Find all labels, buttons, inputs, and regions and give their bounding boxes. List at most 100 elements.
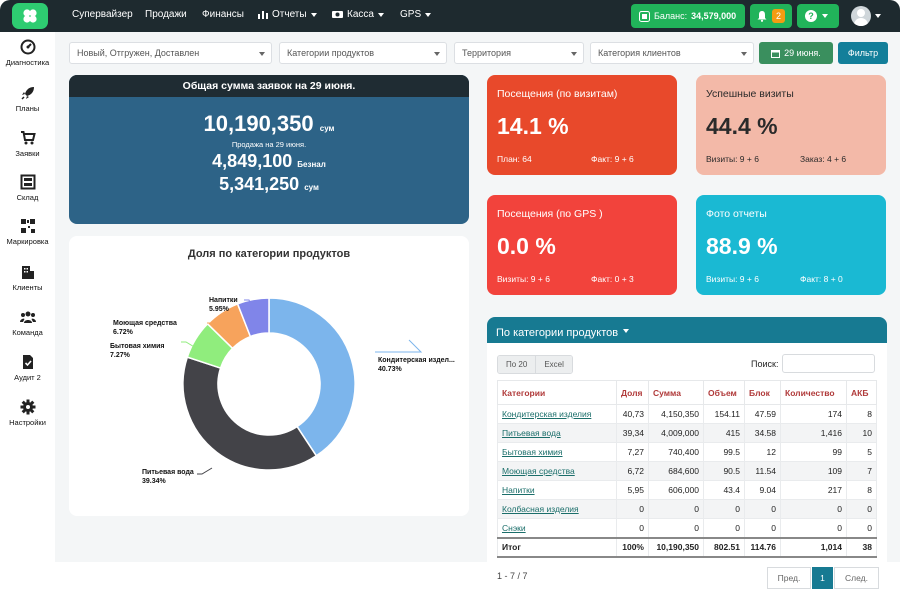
- nav-sales[interactable]: Продажи: [145, 9, 187, 20]
- table-cell: 0: [703, 518, 745, 538]
- total-orders-card: Общая сумма заявок на 29 июня. 10,190,35…: [69, 75, 469, 224]
- donut-slice[interactable]: [236, 297, 270, 338]
- category-link[interactable]: Кондитерская изделия: [497, 404, 617, 424]
- table-row: Снэки 0 0 0 0 0 0: [497, 518, 877, 538]
- status-filter-select[interactable]: Новый, Отгружен, Доставлен: [69, 42, 272, 64]
- kpi-title: Успешные визиты: [706, 88, 794, 100]
- slice-label-confectionery: Кондитерская издел... 40.73%: [378, 357, 455, 373]
- rocket-icon: [20, 87, 34, 100]
- avatar[interactable]: [851, 6, 871, 26]
- sidebar-item-clients[interactable]: Клиенты: [0, 264, 55, 292]
- calendar-icon: [771, 49, 781, 58]
- cash-amount: 5,341,250: [219, 174, 300, 194]
- table-cell: 1,416: [780, 423, 847, 443]
- table-cell: 740,400: [648, 442, 704, 462]
- column-header[interactable]: Блок: [744, 380, 781, 405]
- category-link[interactable]: Колбасная изделия: [497, 499, 617, 519]
- wallet-icon: [639, 10, 650, 22]
- page-1-button[interactable]: 1: [812, 567, 833, 589]
- table-cell: 39,34: [616, 423, 649, 443]
- table-cell: 0: [846, 499, 877, 519]
- column-header[interactable]: Сумма: [648, 380, 704, 405]
- product-category-filter-select[interactable]: Категории продуктов: [279, 42, 447, 64]
- table-cell: 0: [780, 499, 847, 519]
- sidebar-item-marking[interactable]: Маркировка: [0, 218, 55, 246]
- column-header[interactable]: Количество: [780, 380, 847, 405]
- sidebar-item-team[interactable]: Команда: [0, 309, 55, 337]
- category-share-card: Доля по категории продуктов Кондитерская…: [69, 236, 469, 516]
- balance-button[interactable]: Баланс: 34,579,000: [631, 4, 745, 28]
- table-cell: 10: [846, 423, 877, 443]
- column-header[interactable]: Объем: [703, 380, 745, 405]
- table-cell: 0: [846, 518, 877, 538]
- leader-line-chemicals: [181, 341, 197, 349]
- sidebar-item-diagnostics[interactable]: Диагностика: [0, 39, 55, 67]
- nav-supervisor[interactable]: Супервайзер: [72, 9, 133, 20]
- kpi-right-note: Заказ: 4 + 6: [800, 154, 847, 164]
- table-card-header[interactable]: По категории продуктов: [487, 317, 887, 343]
- logo[interactable]: [12, 3, 48, 29]
- territory-filter-select[interactable]: Территория: [454, 42, 584, 64]
- kpi-visits-card: Посещения (по визитам) 14.1 % План: 64 Ф…: [487, 75, 677, 175]
- previous-page-button[interactable]: Пред.: [767, 567, 811, 589]
- next-page-button[interactable]: След.: [834, 567, 879, 589]
- qr-code-icon: [20, 219, 35, 233]
- page-size-button[interactable]: По 20: [498, 356, 536, 373]
- kpi-value: 88.9 %: [706, 233, 778, 259]
- sidebar-item-settings[interactable]: Настройки: [0, 399, 55, 427]
- column-header[interactable]: Доля: [616, 380, 649, 405]
- nav-finance[interactable]: Финансы: [202, 9, 244, 20]
- table-total-row: Итог 100% 10,190,350 802.51 114.76 1,014 38: [497, 536, 877, 558]
- column-header[interactable]: Категории: [497, 380, 617, 405]
- building-icon: [21, 266, 34, 279]
- client-category-filter-select[interactable]: Категория клиентов: [590, 42, 754, 64]
- cart-icon: [20, 131, 36, 145]
- kpi-title: Посещения (по GPS ): [497, 208, 603, 220]
- bell-icon: [757, 11, 767, 22]
- nav-reports[interactable]: Отчеты: [258, 9, 317, 20]
- sidebar-item-orders[interactable]: Заявки: [0, 130, 55, 158]
- table-cell: 217: [780, 480, 847, 500]
- category-link[interactable]: Питьевая вода: [497, 423, 617, 443]
- sidebar-item-warehouse[interactable]: Склад: [0, 174, 55, 202]
- nav-gps[interactable]: GPS: [400, 9, 432, 20]
- team-icon: [19, 311, 36, 323]
- table-cell: 0: [744, 499, 781, 519]
- table-cell: 7: [846, 461, 877, 481]
- table-cell: 9.04: [744, 480, 781, 500]
- notifications-button[interactable]: 2: [750, 4, 792, 28]
- table-cell: 12: [744, 442, 781, 462]
- filter-button[interactable]: Фильтр: [838, 42, 888, 64]
- kpi-value: 44.4 %: [706, 113, 778, 139]
- total-cell: 100%: [616, 536, 649, 558]
- donut-slice[interactable]: [182, 356, 318, 471]
- chevron-down-icon: [623, 329, 630, 333]
- bar-chart-icon: [258, 11, 268, 19]
- category-link[interactable]: Моющая средства: [497, 461, 617, 481]
- chevron-down-icon[interactable]: [875, 14, 881, 18]
- category-link[interactable]: Напитки: [497, 480, 617, 500]
- table-cell: 415: [703, 423, 745, 443]
- sidebar-item-plans[interactable]: Планы: [0, 85, 55, 113]
- category-table: Категории Доля Сумма Объем Блок Количество АКБ…: [497, 380, 877, 558]
- category-link[interactable]: Бытовая химия: [497, 442, 617, 462]
- table-cell: 7,27: [616, 442, 649, 462]
- help-button[interactable]: ?: [797, 4, 839, 28]
- top-navbar: Супервайзер Продажи Финансы Отчеты Касса…: [0, 0, 900, 32]
- search-input[interactable]: [782, 354, 875, 373]
- date-picker-button[interactable]: 29 июня.: [759, 42, 833, 64]
- excel-export-button[interactable]: Excel: [535, 356, 572, 373]
- table-cell: 0: [648, 499, 704, 519]
- table-cell: 109: [780, 461, 847, 481]
- column-header[interactable]: АКБ: [846, 380, 877, 405]
- gauge-icon: [20, 39, 35, 55]
- category-link[interactable]: Снэки: [497, 518, 617, 538]
- cash-unit: сум: [304, 183, 319, 192]
- chevron-down-icon: [741, 52, 747, 56]
- nav-cashbox[interactable]: Касса: [332, 9, 384, 20]
- table-cell: 684,600: [648, 461, 704, 481]
- kpi-left-note: План: 64: [497, 154, 532, 164]
- donut-slice[interactable]: [268, 297, 356, 457]
- sidebar-item-audit[interactable]: Аудит 2: [0, 354, 55, 382]
- clover-logo-icon: [23, 9, 37, 23]
